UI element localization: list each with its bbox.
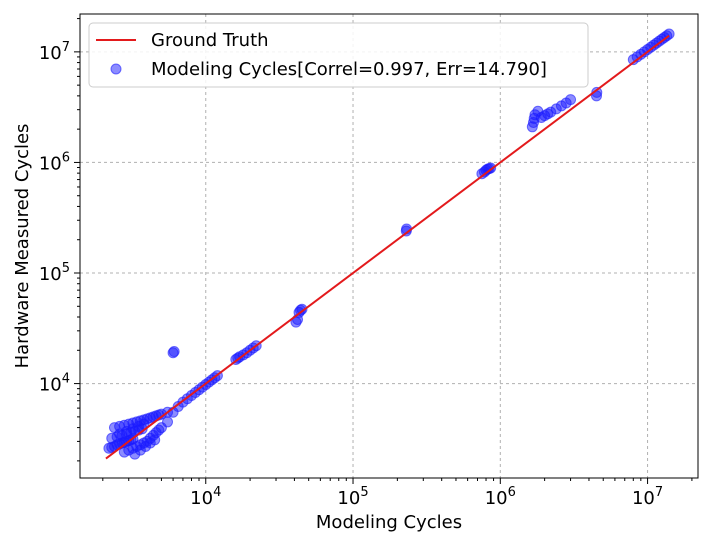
x-tick-exponent: 6 (508, 485, 516, 500)
x-tick-exponent: 7 (655, 485, 663, 500)
x-tick-exponent: 4 (213, 485, 221, 500)
ground-truth-line-group (105, 34, 670, 460)
y-tick-label: 104 (39, 372, 70, 396)
scatter-point (168, 346, 180, 358)
legend-modeling-swatch (110, 63, 122, 75)
y-tick-label: 107 (39, 40, 70, 64)
plot-area (79, 13, 699, 479)
y-tick-exponent: 4 (62, 372, 70, 387)
x-axis-label: Modeling Cycles (316, 512, 462, 533)
y-tick-label: 106 (39, 150, 70, 174)
legend-modeling-label: Modeling Cycles[Correl=0.997, Err=14.790… (151, 59, 547, 80)
y-tick-exponent: 6 (62, 150, 70, 165)
scatter-point (149, 434, 161, 446)
legend: Ground Truth Modeling Cycles[Correl=0.99… (88, 22, 589, 88)
x-tick-exponent: 5 (360, 485, 368, 500)
legend-ground-truth-label: Ground Truth (151, 30, 269, 51)
legend-box (88, 22, 589, 88)
ground-truth-line (105, 34, 670, 460)
scatter-point (591, 86, 603, 98)
y-tick-exponent: 5 (62, 261, 70, 276)
x-tick-label: 107 (632, 485, 663, 509)
scatter-point (162, 416, 174, 428)
scatter-point (296, 303, 308, 315)
scatter-point (565, 94, 577, 106)
x-tick-label: 104 (190, 485, 221, 509)
x-tick-label: 106 (485, 485, 516, 509)
y-axis-label: Hardware Measured Cycles (12, 124, 33, 369)
scatter-points (103, 28, 675, 460)
x-tick-label: 105 (337, 485, 368, 509)
axis-ticks (74, 18, 693, 484)
y-tick-label: 105 (39, 261, 70, 285)
y-tick-exponent: 7 (62, 40, 70, 55)
